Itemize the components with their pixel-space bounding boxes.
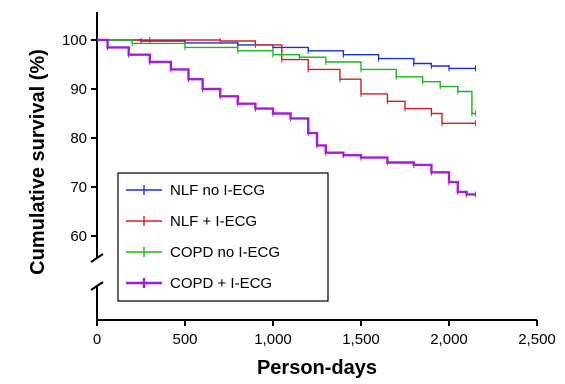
legend-label: NLF no I-ECG [170, 182, 265, 199]
y-tick-label: 90 [70, 81, 87, 98]
y-tick-label: 80 [70, 130, 87, 147]
series-line [97, 39, 476, 124]
y-tick-label: 100 [62, 32, 87, 49]
y-tick-label: 70 [70, 179, 87, 196]
series-group [97, 39, 476, 117]
x-tick-label: 2,000 [430, 331, 468, 348]
series-lines [97, 37, 476, 198]
x-tick-label: 500 [172, 331, 197, 348]
axes: 60 70 80 90 100 0 500 1,000 1,500 2,000 2,500 [62, 12, 556, 348]
legend-label: COPD no I-ECG [170, 244, 280, 261]
axis-break-mark [90, 281, 104, 291]
legend: NLF no I-ECG NLF + I-ECG COPD no I-ECG COPD… [117, 172, 329, 302]
y-tick-label: 60 [70, 228, 87, 245]
x-tick-label: 0 [93, 331, 101, 348]
series-line [97, 39, 476, 115]
axis-break-mark [90, 253, 104, 263]
series-group [97, 37, 476, 72]
y-axis-title: Cumulative survival (%) [27, 49, 49, 275]
series-group [97, 38, 476, 198]
series-line [97, 38, 476, 196]
legend-label: COPD + I-ECG [170, 275, 272, 292]
x-tick-label: 2,500 [518, 331, 556, 348]
x-tick-label: 1,500 [342, 331, 380, 348]
legend-label: NLF + I-ECG [170, 213, 257, 230]
legend-box [117, 172, 329, 302]
x-axis-title: Person-days [257, 357, 377, 379]
x-tick-label: 1,000 [254, 331, 292, 348]
series-group [97, 37, 476, 127]
